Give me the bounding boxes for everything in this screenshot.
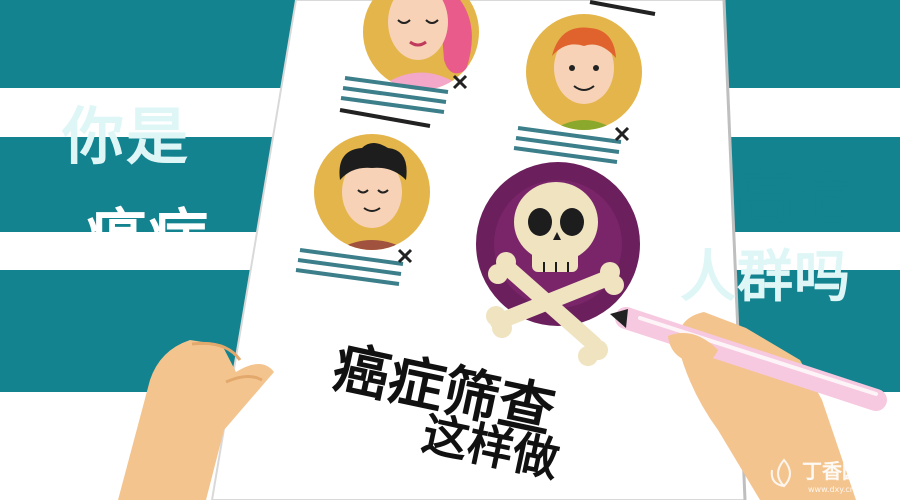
list-line [589,0,656,16]
logo-domain-text: www.dxy.cn [808,485,855,494]
headline-right-line2: 人群吗 [680,245,851,310]
logo-brand-text: 丁香园 [802,459,862,483]
x-mark-icon [452,74,468,90]
skull-crossbones-icon [476,162,640,366]
headline-right-line1: 高危 [736,163,857,231]
x-mark-icon [397,248,413,264]
left-hand [118,340,274,500]
x-mark-icon [614,126,630,142]
avatar1-caption-lines [340,76,449,114]
flower-logo-icon [770,458,791,488]
pen-icon [610,307,887,411]
list-line [339,108,431,128]
curly-hair-boy-avatar-icon [314,134,430,250]
avatar2-caption-lines [513,126,622,164]
headline-left-line1: 你是 [62,100,191,173]
headline-left-line2: 癌症 [86,203,210,273]
dxy-logo: 丁香园 www.dxy.cn [768,452,898,496]
avatar3-caption-lines [295,248,404,286]
right-thumb [668,333,718,364]
